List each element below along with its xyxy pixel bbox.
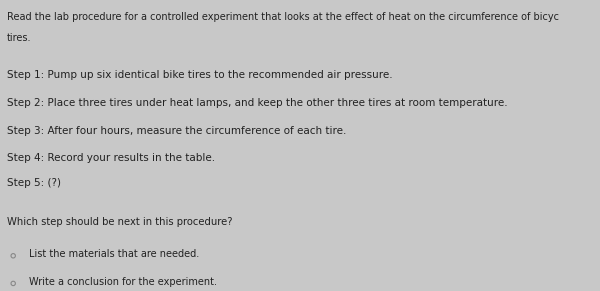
Text: Read the lab procedure for a controlled experiment that looks at the effect of h: Read the lab procedure for a controlled … xyxy=(7,12,559,22)
Text: Step 5: (?): Step 5: (?) xyxy=(7,178,61,188)
Text: Write a conclusion for the experiment.: Write a conclusion for the experiment. xyxy=(29,277,217,287)
Text: List the materials that are needed.: List the materials that are needed. xyxy=(29,249,199,259)
Text: Which step should be next in this procedure?: Which step should be next in this proced… xyxy=(7,217,233,227)
Text: tires.: tires. xyxy=(7,33,32,42)
Text: Step 4: Record your results in the table.: Step 4: Record your results in the table… xyxy=(7,153,215,163)
Text: Step 1: Pump up six identical bike tires to the recommended air pressure.: Step 1: Pump up six identical bike tires… xyxy=(7,70,393,80)
Text: Step 2: Place three tires under heat lamps, and keep the other three tires at ro: Step 2: Place three tires under heat lam… xyxy=(7,98,508,108)
Text: Step 3: After four hours, measure the circumference of each tire.: Step 3: After four hours, measure the ci… xyxy=(7,126,347,136)
